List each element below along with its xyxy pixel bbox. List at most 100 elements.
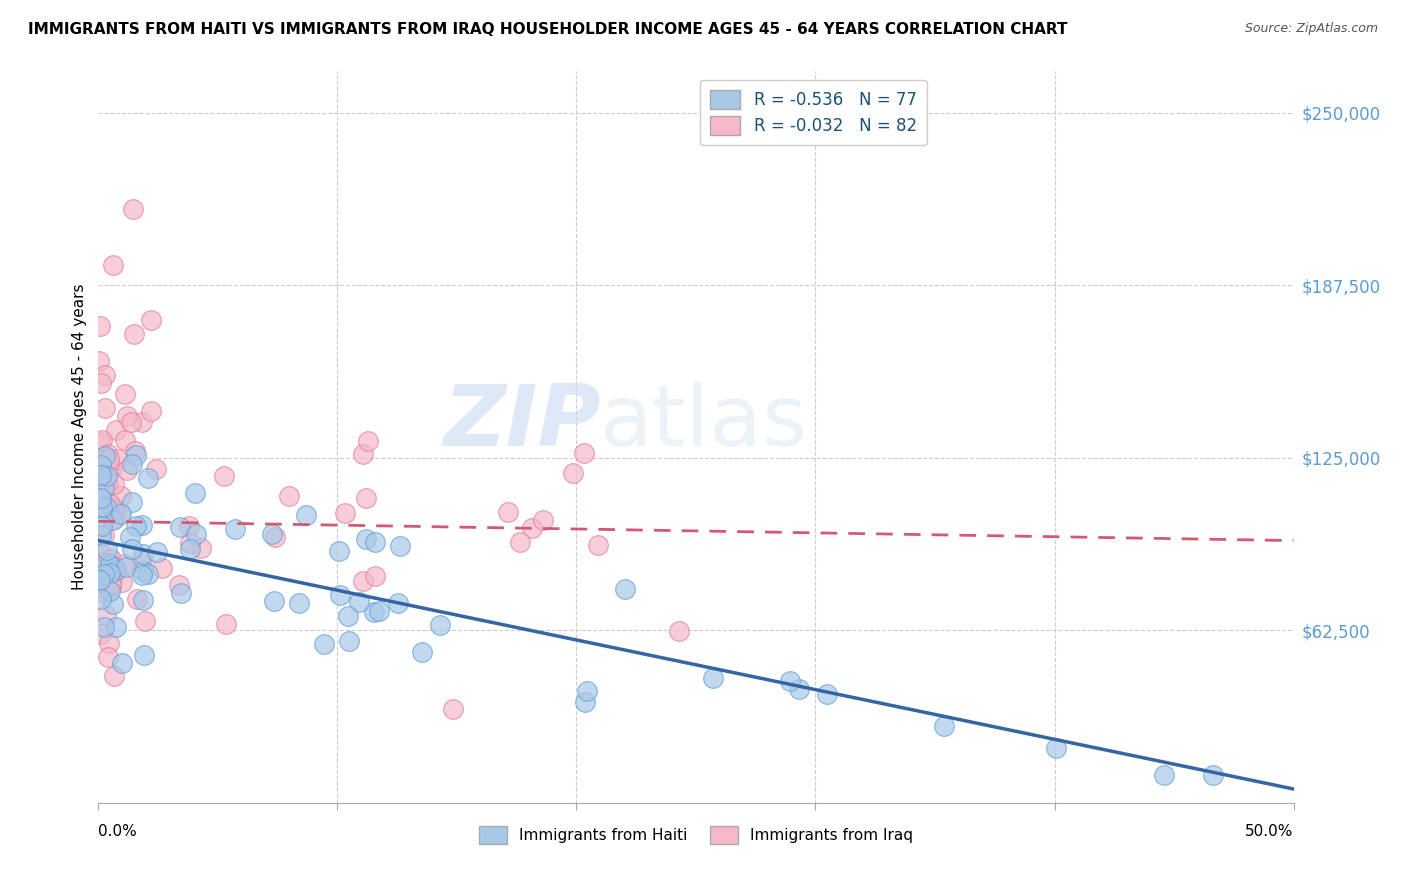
Point — [100, 579, 122, 593]
Point — [125, 448, 148, 462]
Point — [169, 578, 191, 592]
Point — [98, 636, 121, 650]
Point — [354, 532, 377, 546]
Point — [94, 401, 117, 416]
Point — [1201, 768, 1223, 782]
Point — [190, 541, 212, 555]
Point — [101, 258, 124, 272]
Point — [613, 582, 636, 596]
Point — [104, 560, 127, 574]
Point — [124, 444, 146, 458]
Point — [96, 543, 118, 558]
Point — [263, 594, 285, 608]
Point — [98, 584, 121, 599]
Point — [100, 577, 122, 591]
Point — [179, 519, 201, 533]
Point — [96, 500, 118, 515]
Point — [184, 527, 207, 541]
Point — [139, 312, 162, 326]
Text: ZIP: ZIP — [443, 381, 600, 464]
Point — [131, 593, 153, 607]
Point — [90, 555, 112, 569]
Point — [114, 433, 136, 447]
Point — [363, 605, 385, 619]
Point — [121, 202, 143, 217]
Point — [91, 519, 114, 533]
Point — [531, 513, 554, 527]
Point — [97, 477, 120, 491]
Point — [131, 517, 153, 532]
Point — [389, 539, 412, 553]
Text: Source: ZipAtlas.com: Source: ZipAtlas.com — [1244, 22, 1378, 36]
Point — [337, 633, 360, 648]
Point — [122, 326, 145, 341]
Text: IMMIGRANTS FROM HAITI VS IMMIGRANTS FROM IRAQ HOUSEHOLDER INCOME AGES 45 - 64 YE: IMMIGRANTS FROM HAITI VS IMMIGRANTS FROM… — [28, 22, 1067, 37]
Point — [98, 558, 121, 573]
Point — [104, 563, 127, 577]
Point — [111, 574, 134, 589]
Point — [121, 541, 143, 556]
Point — [120, 415, 142, 429]
Point — [89, 518, 111, 533]
Point — [169, 520, 191, 534]
Point — [103, 477, 125, 491]
Point — [224, 522, 246, 536]
Point — [96, 478, 118, 492]
Point — [89, 435, 111, 450]
Point — [138, 567, 160, 582]
Point — [364, 534, 387, 549]
Point — [89, 574, 111, 588]
Point — [101, 513, 124, 527]
Point — [97, 452, 120, 467]
Point — [90, 627, 112, 641]
Point — [509, 535, 531, 549]
Point — [329, 588, 352, 602]
Point — [368, 605, 391, 619]
Point — [105, 424, 128, 438]
Point — [96, 468, 118, 483]
Point — [572, 446, 595, 460]
Point — [103, 669, 125, 683]
Point — [347, 595, 370, 609]
Text: atlas: atlas — [600, 381, 808, 464]
Point — [93, 527, 115, 541]
Point — [94, 450, 117, 464]
Point — [110, 507, 132, 521]
Point — [337, 609, 360, 624]
Point — [411, 645, 433, 659]
Point — [314, 637, 336, 651]
Point — [90, 582, 112, 596]
Point — [89, 544, 111, 558]
Point — [114, 387, 136, 401]
Point — [96, 556, 118, 570]
Point — [121, 457, 143, 471]
Point — [103, 597, 125, 611]
Point — [134, 648, 156, 662]
Legend: Immigrants from Haiti, Immigrants from Iraq: Immigrants from Haiti, Immigrants from I… — [472, 820, 920, 850]
Point — [145, 461, 167, 475]
Point — [262, 527, 284, 541]
Point — [104, 511, 127, 525]
Y-axis label: Householder Income Ages 45 - 64 years: Householder Income Ages 45 - 64 years — [72, 284, 87, 591]
Point — [134, 615, 156, 629]
Point — [104, 620, 127, 634]
Point — [90, 468, 112, 483]
Point — [354, 491, 377, 506]
Point — [357, 434, 380, 449]
Point — [89, 574, 111, 588]
Point — [90, 528, 112, 542]
Point — [184, 486, 207, 500]
Point — [90, 491, 112, 506]
Point — [103, 501, 125, 516]
Point — [574, 695, 596, 709]
Point — [141, 404, 163, 418]
Point — [288, 596, 311, 610]
Point — [352, 574, 374, 588]
Point — [108, 506, 131, 520]
Point — [90, 458, 112, 472]
Point — [429, 618, 451, 632]
Point — [131, 565, 153, 579]
Point — [118, 530, 141, 544]
Text: 50.0%: 50.0% — [1246, 823, 1294, 838]
Point — [779, 673, 801, 688]
